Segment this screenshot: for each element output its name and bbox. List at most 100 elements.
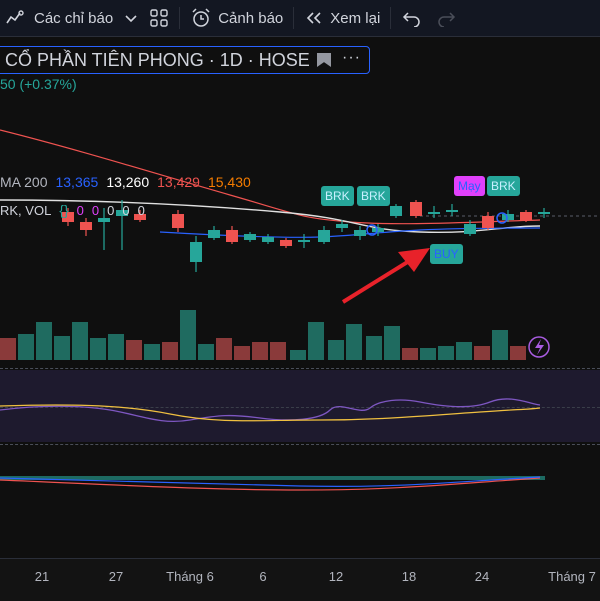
x-tick-label: Tháng 7	[548, 569, 596, 584]
candle-body	[354, 230, 366, 236]
macd-signal-line	[0, 476, 541, 487]
indicators-button[interactable]: Các chỉ báo	[0, 0, 119, 36]
volume-bar	[308, 322, 324, 360]
volume-bar	[270, 342, 286, 360]
candle-body	[410, 202, 422, 216]
lightning-icon[interactable]	[528, 336, 550, 358]
vol-value-5: 0	[137, 202, 145, 218]
macd-line	[0, 477, 541, 491]
candle-body	[318, 230, 330, 242]
candle-body	[538, 212, 550, 214]
time-axis[interactable]: 21 27 Tháng 6 6 12 18 24 Tháng 7	[0, 558, 600, 601]
candle-body	[446, 210, 458, 212]
candle-body	[298, 240, 310, 242]
candle-body	[520, 212, 532, 220]
candle-body	[482, 216, 494, 228]
replay-icon	[307, 12, 321, 24]
macd-histogram	[0, 476, 545, 480]
candle-body	[134, 214, 146, 220]
signal-brk-2: BRK	[357, 186, 390, 206]
grid-icon	[150, 9, 168, 27]
pane-divider	[0, 368, 600, 369]
candle-body	[98, 218, 110, 222]
undo-button[interactable]	[395, 0, 429, 36]
volume-bar	[474, 346, 490, 360]
candles-group	[62, 200, 550, 272]
volume-bar	[162, 342, 178, 360]
volume-bar	[90, 338, 106, 360]
volume-bar	[54, 336, 70, 360]
bookmark-icon[interactable]	[317, 53, 331, 67]
ma-value-3: 13,429	[157, 174, 200, 190]
candle-body	[390, 206, 402, 216]
volume-bar	[290, 350, 306, 360]
vol-value-2: 0	[91, 202, 100, 218]
ma-label: MA 200	[0, 174, 48, 190]
brace-icon[interactable]: {}	[59, 202, 69, 218]
red-arrow-annotation	[341, 248, 430, 304]
alerts-button[interactable]: Cảnh báo	[184, 0, 289, 36]
candle-body	[116, 210, 128, 216]
signal-may: Mạy	[454, 176, 485, 196]
rsi-line	[0, 398, 541, 423]
replay-button[interactable]: Xem lại	[298, 0, 386, 36]
symbol-title: CỔ PHẦN TIÊN PHONG · 1D · HOSE	[5, 49, 310, 70]
volume-bar	[144, 344, 160, 360]
x-tick-label: 18	[401, 569, 417, 584]
x-tick-label: Tháng 6	[166, 569, 214, 584]
indicators-dropdown[interactable]	[119, 0, 143, 36]
x-tick-label: 21	[34, 569, 50, 584]
candle-body	[62, 212, 74, 222]
rsi-midline	[0, 407, 600, 408]
toolbar-divider	[390, 7, 392, 29]
candle-body	[372, 228, 384, 232]
redo-button[interactable]	[429, 0, 463, 36]
more-options-button[interactable]: ···	[342, 49, 361, 66]
volume-bar	[366, 336, 382, 360]
volume-bar	[438, 346, 454, 360]
volume-bar	[126, 340, 142, 360]
volume-bar	[384, 326, 400, 360]
volume-bar	[0, 338, 16, 360]
indicators-icon	[6, 10, 24, 24]
vol-value-4: 0	[122, 202, 130, 218]
ma-value-2: 13,260	[106, 174, 150, 190]
volume-bar	[216, 338, 232, 360]
volume-bar	[234, 346, 250, 360]
volume-bar	[510, 346, 526, 360]
candle-body	[172, 214, 184, 228]
candle-body	[336, 224, 348, 228]
volume-bar	[420, 348, 436, 360]
candle-body	[80, 222, 92, 230]
ma-legend: MA 200 13,365 13,260 13,429 15,430	[0, 174, 251, 190]
alerts-label: Cảnh báo	[218, 9, 284, 27]
x-tick-label: 27	[108, 569, 124, 584]
vol-legend: RK, VOL {} 0 0 0 0 0	[0, 202, 145, 218]
ma-value-4: 15,430	[207, 174, 251, 190]
signal-buy: BUY	[430, 244, 463, 264]
volume-bar	[36, 322, 52, 360]
templates-button[interactable]	[143, 0, 175, 36]
candle-body	[226, 230, 238, 242]
signal-brk-1: BRK	[321, 186, 354, 206]
candle-body	[190, 242, 202, 262]
candle-body	[262, 237, 274, 242]
toolbar-divider	[293, 7, 295, 29]
x-tick-label: 6	[259, 569, 267, 584]
signal-marker-icon	[366, 224, 378, 236]
volume-bar	[346, 324, 362, 360]
volume-bar	[252, 342, 268, 360]
vol-value-1: 0	[76, 202, 84, 218]
x-tick-label: 12	[328, 569, 344, 584]
symbol-header[interactable]: CỔ PHẦN TIÊN PHONG · 1D · HOSE ···	[0, 46, 370, 74]
redo-icon	[438, 12, 456, 27]
alarm-clock-icon	[192, 8, 210, 27]
x-tick-label: 24	[474, 569, 490, 584]
candle-body	[428, 212, 440, 214]
signal-brk-3: BRK	[487, 176, 520, 196]
ma-value-1: 13,365	[55, 174, 99, 190]
rsi-signal-line	[0, 404, 541, 422]
price-change: 50 (+0.37%)	[0, 76, 77, 92]
volume-bars-group	[0, 310, 526, 360]
